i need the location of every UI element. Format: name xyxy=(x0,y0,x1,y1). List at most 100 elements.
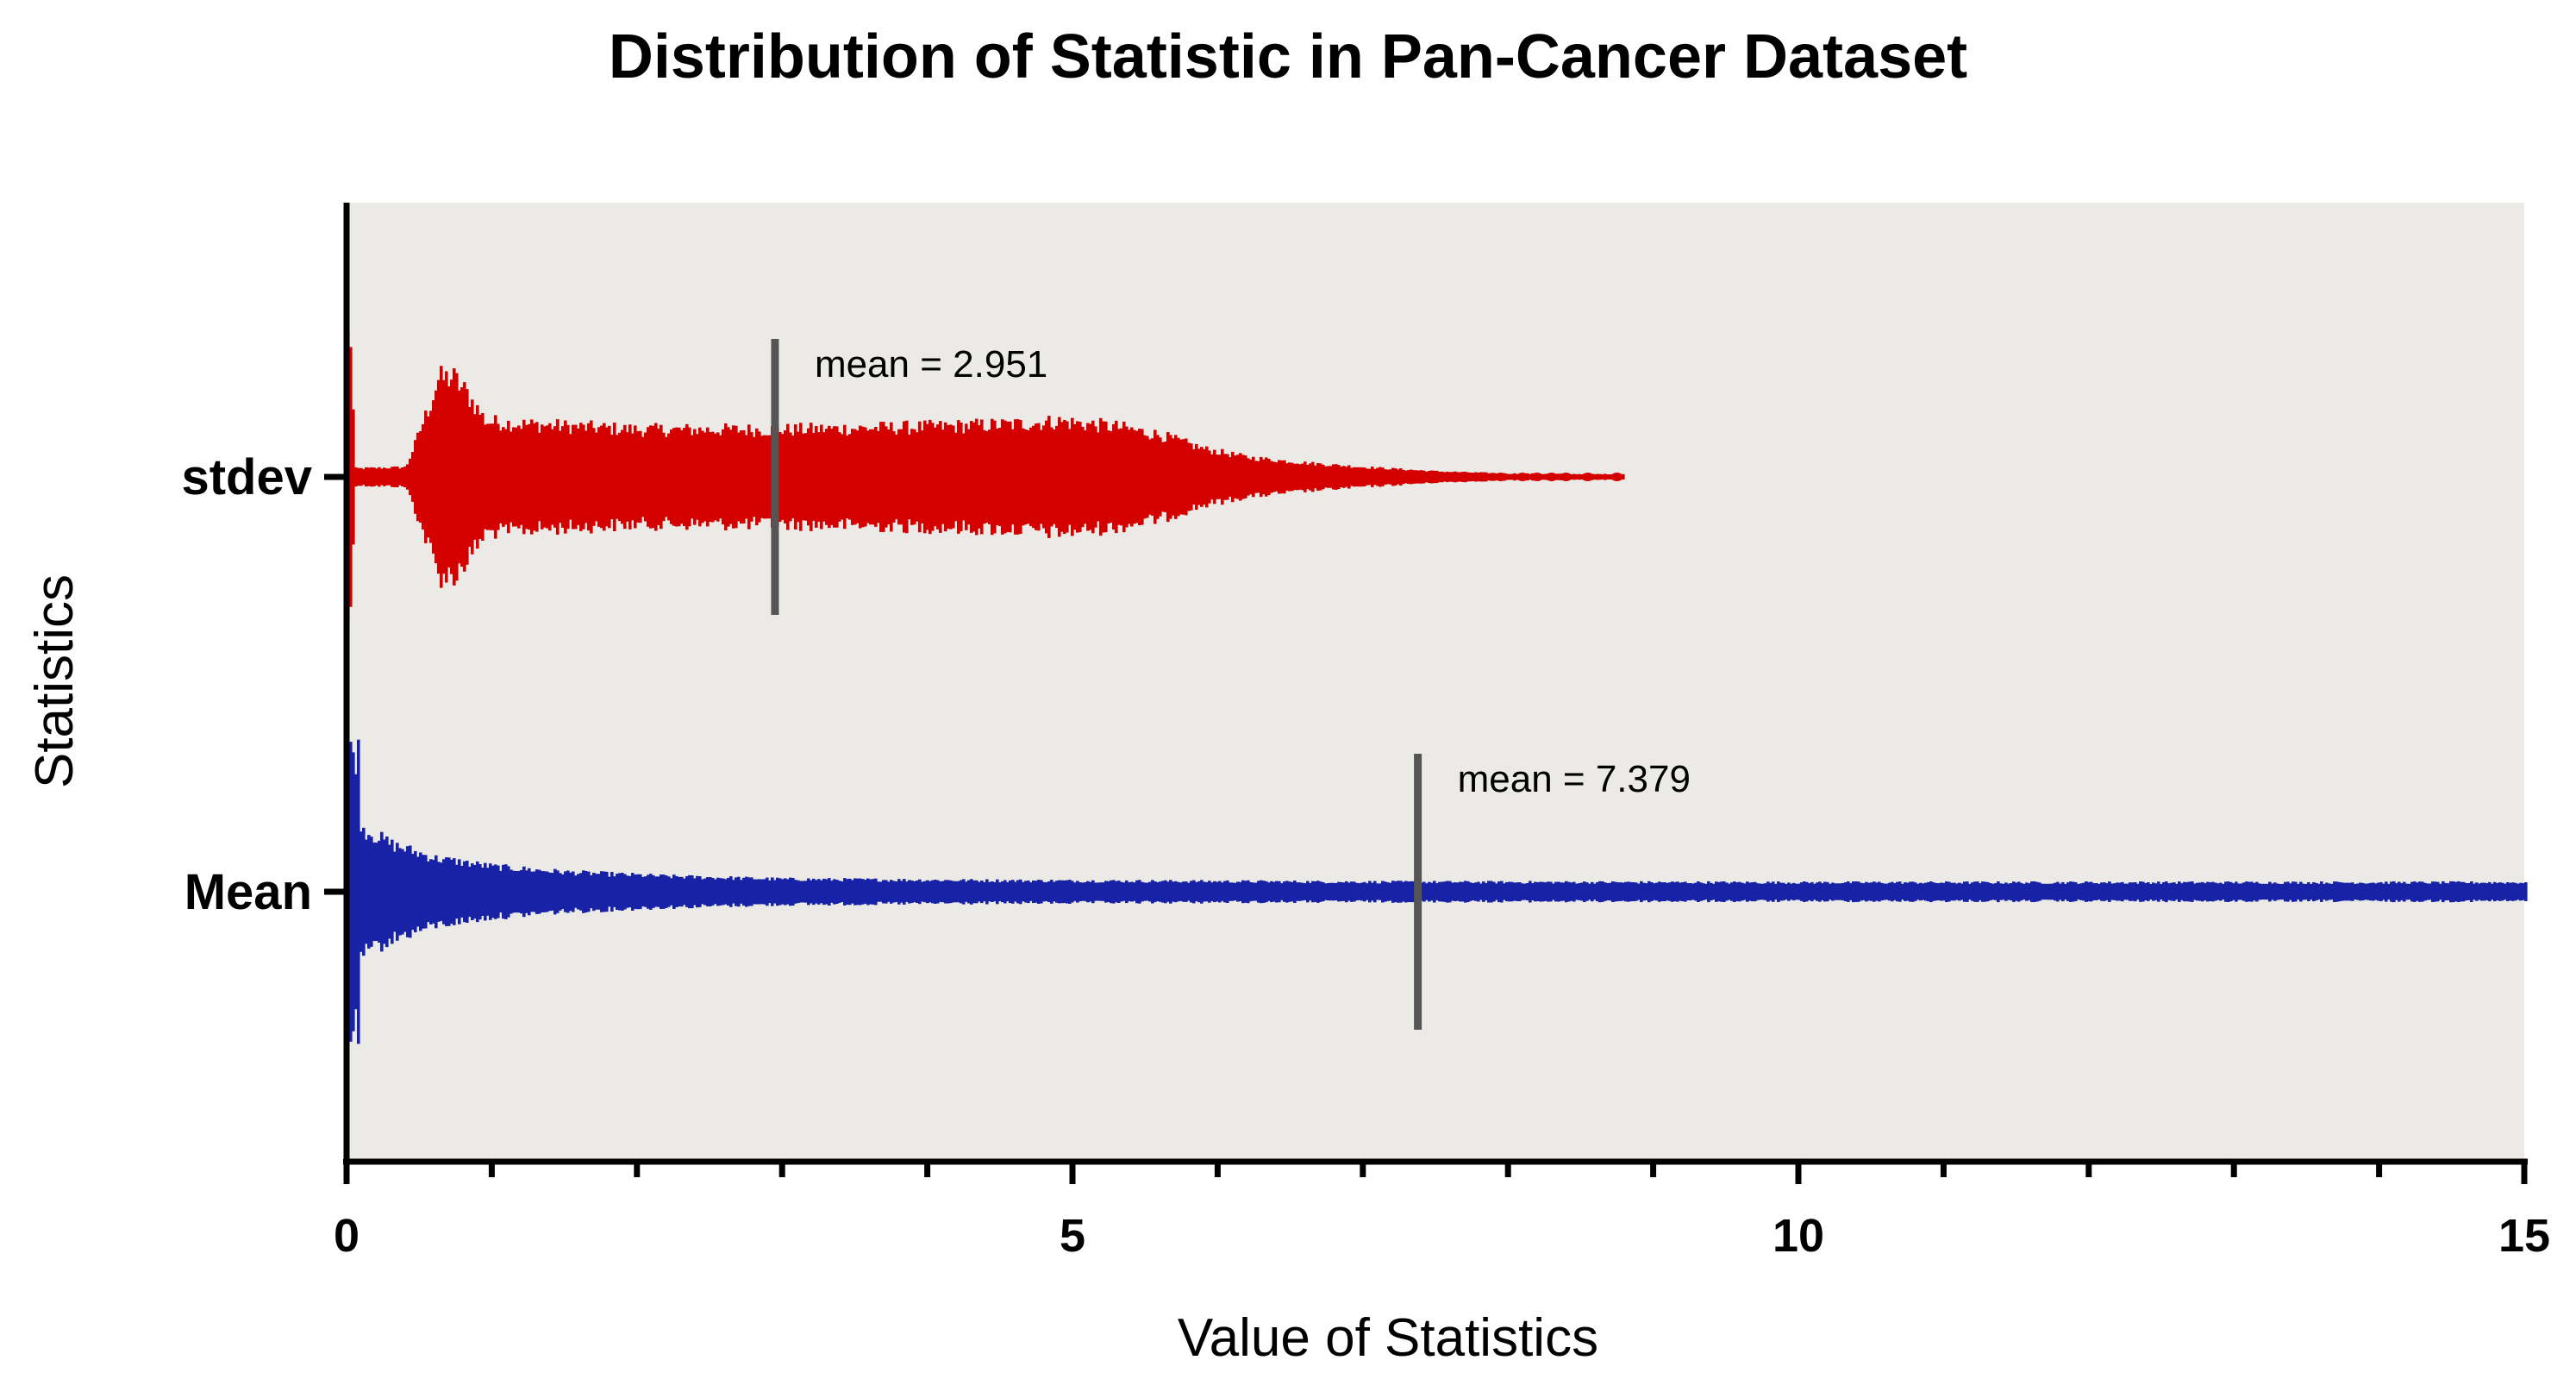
swarm-column xyxy=(1580,882,1584,901)
swarm-column xyxy=(494,415,497,539)
swarm-column xyxy=(1022,428,1025,526)
swarm-column xyxy=(1604,882,1607,901)
swarm-column xyxy=(1402,469,1405,485)
swarm-column xyxy=(1381,881,1385,903)
swarm-column xyxy=(1014,881,1017,902)
swarm-column xyxy=(1712,883,1716,900)
swarm-column xyxy=(380,831,384,952)
swarm-column xyxy=(1084,882,1087,901)
swarm-column xyxy=(2364,883,2367,900)
swarm-column xyxy=(566,870,570,913)
swarm-column xyxy=(1011,429,1015,525)
swarm-column xyxy=(1037,880,1041,904)
swarm-column xyxy=(791,878,795,906)
swarm-column xyxy=(530,419,534,535)
swarm-column xyxy=(2087,881,2091,902)
swarm-column xyxy=(2149,884,2153,899)
swarm-column xyxy=(1572,881,1576,902)
swarm-column xyxy=(592,872,596,912)
swarm-column xyxy=(608,876,611,907)
swarm-column xyxy=(1172,881,1175,902)
swarm-column xyxy=(649,425,653,529)
swarm-column xyxy=(1112,424,1116,530)
swarm-column xyxy=(569,434,572,520)
swarm-column xyxy=(437,379,441,574)
swarm-column xyxy=(1355,882,1359,901)
swarm-column xyxy=(846,879,849,905)
swarm-column xyxy=(2188,881,2191,902)
swarm-column xyxy=(1071,417,1074,536)
swarm-column xyxy=(897,879,901,905)
swarm-column xyxy=(1283,881,1286,902)
swarm-column xyxy=(1042,425,1046,529)
swarm-column xyxy=(799,881,803,903)
swarm-column xyxy=(1174,435,1178,519)
swarm-column xyxy=(817,432,821,522)
swarm-column xyxy=(1821,883,1824,900)
swarm-column xyxy=(1280,460,1284,494)
swarm-column xyxy=(711,878,715,906)
swarm-column xyxy=(1042,881,1046,902)
swarm-column xyxy=(1451,882,1454,901)
swarm-column xyxy=(354,467,358,487)
swarm-column xyxy=(1536,882,1540,901)
swarm-column xyxy=(1143,435,1147,519)
swarm-column xyxy=(1410,881,1413,903)
swarm-column xyxy=(879,881,883,902)
swarm-column xyxy=(996,429,999,525)
swarm-column xyxy=(1904,882,1907,901)
swarm-column xyxy=(391,467,394,487)
swarm-column xyxy=(1262,459,1266,495)
swarm-column xyxy=(429,411,433,543)
swarm-column xyxy=(1529,473,1532,480)
swarm-column xyxy=(1847,881,1850,902)
swarm-column xyxy=(1247,458,1250,496)
swarm-column xyxy=(2136,883,2140,900)
swarm-column xyxy=(512,427,516,527)
swarm-column xyxy=(2030,881,2034,902)
swarm-column xyxy=(1394,468,1397,486)
swarm-column xyxy=(2485,883,2489,900)
swarm-column xyxy=(1826,881,1829,902)
swarm-column xyxy=(1997,881,2000,903)
mean-label-mean: mean = 7.379 xyxy=(1458,758,1691,800)
swarm-column xyxy=(504,429,508,525)
swarm-column xyxy=(897,429,901,525)
swarm-column xyxy=(582,870,585,913)
swarm-column xyxy=(665,436,668,517)
swarm-column xyxy=(1291,462,1294,492)
swarm-column xyxy=(742,877,746,906)
swarm-column xyxy=(1399,881,1403,903)
swarm-column xyxy=(1663,882,1666,901)
swarm-column xyxy=(908,434,911,520)
swarm-column xyxy=(665,875,668,908)
swarm-column xyxy=(802,881,805,903)
swarm-column xyxy=(1425,471,1429,483)
swarm-column xyxy=(1782,882,1785,901)
swarm-column xyxy=(975,880,979,904)
swarm-column xyxy=(365,467,368,487)
swarm-column xyxy=(709,877,712,906)
swarm-column xyxy=(2134,882,2137,902)
swarm-column xyxy=(2103,882,2106,901)
swarm-column xyxy=(804,881,808,903)
swarm-column xyxy=(427,861,430,923)
swarm-column xyxy=(631,433,635,521)
swarm-column xyxy=(1844,882,1848,901)
swarm-column xyxy=(2465,883,2468,900)
swarm-column xyxy=(522,866,526,918)
swarm-column xyxy=(396,466,399,487)
swarm-column xyxy=(442,379,446,574)
swarm-column xyxy=(1438,472,1441,483)
swarm-column xyxy=(975,418,979,536)
swarm-column xyxy=(2152,882,2155,901)
swarm-column xyxy=(2110,883,2114,900)
swarm-column xyxy=(2095,883,2098,900)
swarm-column xyxy=(1472,883,1475,900)
swarm-column xyxy=(1394,881,1397,903)
swarm-column xyxy=(450,379,453,574)
swarm-column xyxy=(1050,427,1054,527)
swarm-column xyxy=(1893,883,1897,900)
swarm-column xyxy=(473,865,477,919)
swarm-column xyxy=(453,858,456,925)
